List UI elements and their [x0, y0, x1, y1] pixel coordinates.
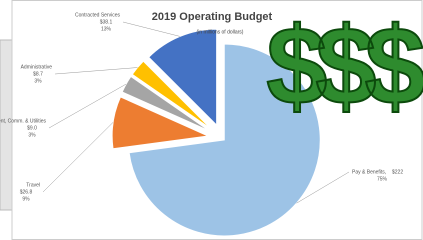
value-label: $9.0	[27, 125, 37, 131]
slice-label: Pay & Benefits,	[352, 169, 386, 175]
value-label: $222	[392, 169, 403, 175]
value-label: $38.1	[100, 19, 113, 25]
slice-label: Contracted Services	[75, 12, 121, 18]
value-label: $8.7	[33, 71, 43, 77]
slice-label: Administrative	[21, 64, 53, 70]
percent-label: 9%	[22, 196, 30, 202]
percent-label: 3%	[34, 78, 42, 84]
value-label: $26.8	[20, 189, 33, 195]
chart-subtitle: (in millions of dollars)	[197, 29, 244, 35]
slice-label: Rent, Comm. & Utilities	[0, 118, 46, 124]
chart-title: 2019 Operating Budget	[152, 11, 273, 23]
page: {"chart_data": {"type": "pie", "title": …	[0, 0, 423, 240]
percent-label: 3%	[28, 132, 36, 138]
chart: Pay & Benefits, $222 75% Travel$26.89% Rent,…	[0, 0, 423, 240]
slice-label: Travel	[26, 182, 40, 188]
dollar-overlay: $$$	[266, 5, 423, 128]
percent-label: 75%	[377, 176, 388, 182]
percent-label: 13%	[101, 26, 112, 32]
